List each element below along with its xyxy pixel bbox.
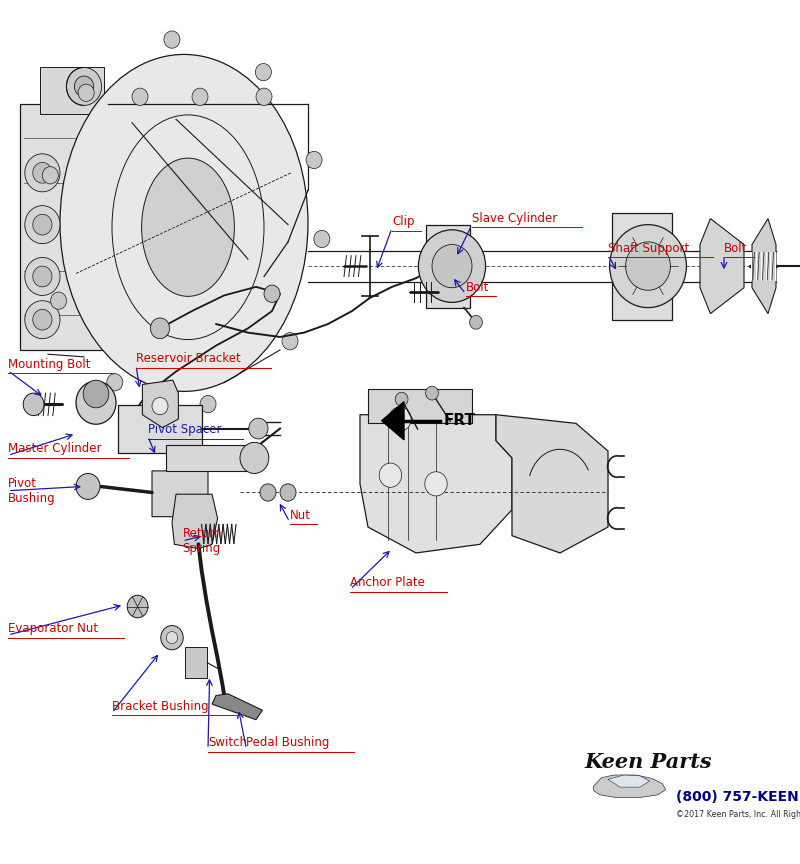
Bar: [118, 405, 202, 453]
Bar: [185, 647, 207, 678]
Circle shape: [249, 418, 268, 439]
Circle shape: [127, 595, 148, 618]
Circle shape: [33, 162, 52, 183]
Text: (800) 757-KEEN: (800) 757-KEEN: [676, 791, 798, 804]
Polygon shape: [212, 694, 262, 720]
Text: FRT: FRT: [444, 413, 476, 429]
Circle shape: [192, 88, 208, 105]
Circle shape: [50, 292, 66, 309]
Circle shape: [426, 386, 438, 400]
Polygon shape: [700, 219, 744, 314]
Circle shape: [282, 333, 298, 350]
Bar: [166, 445, 254, 471]
Circle shape: [33, 309, 52, 330]
Text: Return
Spring: Return Spring: [182, 527, 222, 555]
Circle shape: [626, 242, 670, 290]
Text: Pedal Bushing: Pedal Bushing: [246, 736, 330, 749]
Circle shape: [260, 484, 276, 501]
Circle shape: [25, 257, 60, 295]
Circle shape: [306, 151, 322, 168]
Circle shape: [23, 393, 44, 416]
Circle shape: [425, 472, 447, 496]
Text: Master Cylinder: Master Cylinder: [8, 442, 102, 455]
Circle shape: [161, 626, 183, 650]
Text: Bracket Bushing: Bracket Bushing: [112, 700, 209, 713]
Polygon shape: [608, 775, 650, 787]
Circle shape: [25, 206, 60, 244]
Circle shape: [432, 245, 472, 288]
Text: Pivot
Bushing: Pivot Bushing: [8, 477, 56, 505]
Bar: [368, 389, 472, 423]
Polygon shape: [152, 471, 208, 517]
Circle shape: [150, 318, 170, 339]
Text: Switch: Switch: [208, 736, 247, 749]
Circle shape: [33, 266, 52, 287]
Circle shape: [25, 154, 60, 192]
Circle shape: [256, 88, 272, 105]
Circle shape: [240, 442, 269, 473]
Text: Clip: Clip: [392, 215, 414, 228]
Text: Bolt: Bolt: [466, 281, 489, 294]
Circle shape: [76, 381, 116, 424]
Text: Pivot Spacer: Pivot Spacer: [148, 423, 222, 436]
Circle shape: [25, 301, 60, 339]
Text: Mounting Bolt: Mounting Bolt: [8, 358, 90, 371]
Text: Bolt: Bolt: [724, 242, 747, 255]
Circle shape: [200, 396, 216, 413]
Polygon shape: [382, 402, 404, 440]
Circle shape: [470, 315, 482, 329]
Circle shape: [418, 230, 486, 302]
Ellipse shape: [60, 54, 308, 391]
Text: ©2017 Keen Parts, Inc. All Rights Reserved: ©2017 Keen Parts, Inc. All Rights Reserv…: [676, 810, 800, 819]
Ellipse shape: [142, 158, 234, 296]
Text: Anchor Plate: Anchor Plate: [350, 576, 426, 589]
Circle shape: [66, 67, 102, 105]
Circle shape: [74, 76, 94, 97]
Polygon shape: [142, 380, 178, 428]
Circle shape: [106, 373, 122, 391]
Text: Shaft Support: Shaft Support: [608, 242, 690, 255]
Circle shape: [389, 407, 411, 431]
Text: Reservoir Bracket: Reservoir Bracket: [136, 353, 241, 365]
Circle shape: [132, 88, 148, 105]
Circle shape: [166, 632, 178, 644]
Text: Evaporator Nut: Evaporator Nut: [8, 622, 98, 635]
Circle shape: [264, 285, 280, 302]
Text: Keen Parts: Keen Parts: [584, 752, 712, 772]
Polygon shape: [172, 494, 218, 549]
Polygon shape: [594, 775, 666, 797]
Circle shape: [152, 397, 168, 415]
Polygon shape: [360, 415, 512, 553]
Circle shape: [164, 31, 180, 48]
Circle shape: [83, 380, 109, 408]
Circle shape: [395, 392, 408, 406]
Circle shape: [379, 463, 402, 487]
Bar: [426, 225, 470, 308]
Text: Slave Cylinder: Slave Cylinder: [472, 212, 558, 225]
Bar: [612, 213, 672, 320]
Circle shape: [76, 473, 100, 499]
Bar: [40, 67, 104, 114]
Circle shape: [78, 84, 94, 101]
Polygon shape: [496, 415, 608, 553]
Circle shape: [280, 484, 296, 501]
Bar: [20, 104, 112, 350]
Circle shape: [33, 214, 52, 235]
Text: Nut: Nut: [290, 509, 310, 522]
Circle shape: [255, 64, 271, 81]
Polygon shape: [752, 219, 776, 314]
Circle shape: [610, 225, 686, 308]
Circle shape: [314, 231, 330, 248]
Circle shape: [42, 167, 58, 184]
